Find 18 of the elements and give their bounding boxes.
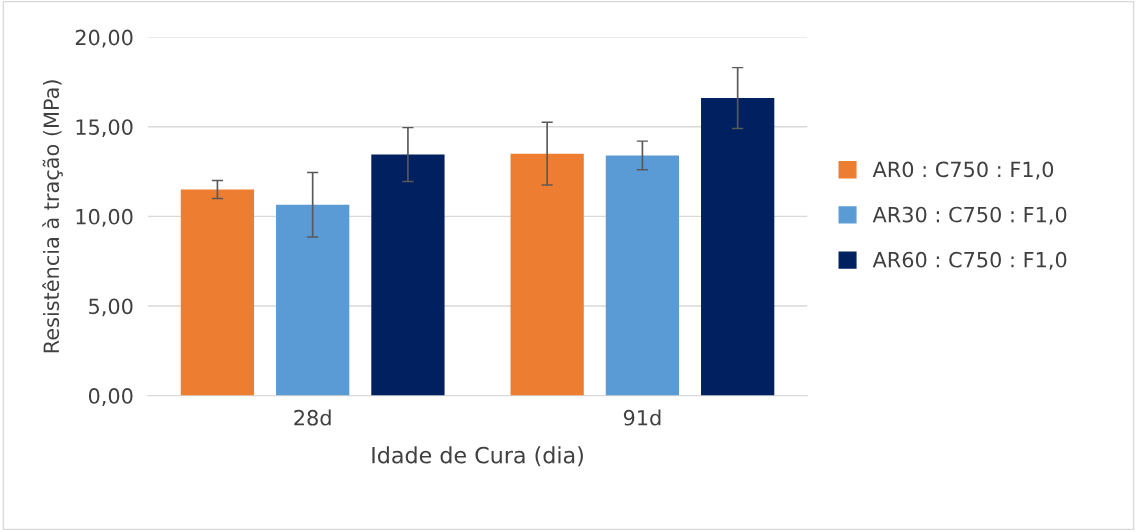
- y-tick-label: 5,00: [89, 298, 133, 317]
- bar: [276, 204, 350, 396]
- legend-label: AR60 : C750 : F1,0: [872, 251, 1067, 270]
- bar: [180, 189, 255, 396]
- bar: [605, 155, 680, 396]
- legend-label: AR30 : C750 : F1,0: [872, 206, 1067, 225]
- bar: [371, 154, 445, 396]
- bar: [701, 98, 775, 396]
- x-tick-label: 91d: [623, 409, 661, 426]
- x-axis-title: Idade de Cura (dia): [372, 446, 583, 467]
- x-tick-label: 28d: [294, 409, 331, 426]
- y-tick-label: 15,00: [76, 119, 133, 138]
- y-tick-label: 20,00: [75, 29, 133, 48]
- y-axis-title: Resistência à tração (MPa): [42, 80, 63, 353]
- y-tick-label: 10,00: [76, 208, 133, 227]
- legend-label: AR0 : C750 : F1,0: [872, 161, 1054, 180]
- y-tick-label: 0,00: [88, 388, 133, 406]
- bar: [510, 153, 584, 396]
